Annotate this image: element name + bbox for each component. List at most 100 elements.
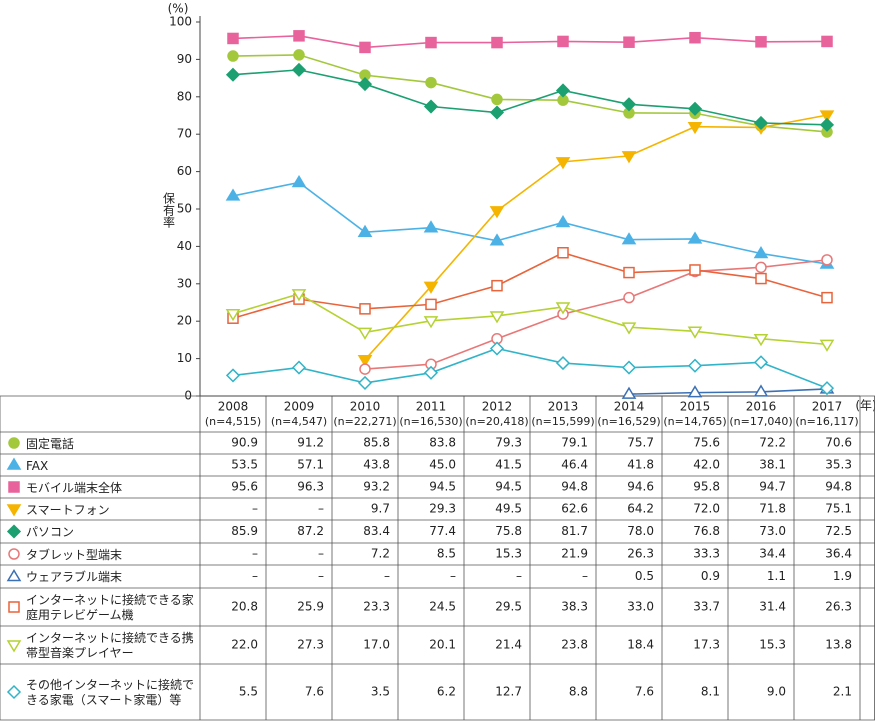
point [687, 326, 703, 339]
legend-label: パソコン [26, 525, 75, 539]
legend-label: インターネットに接続できる家庭用テレビゲーム機 [26, 593, 194, 622]
legend-label: インターネットに接続できる携帯型音楽プレイヤー [26, 631, 194, 660]
value-label: 96.3 [297, 480, 324, 494]
point [8, 601, 20, 613]
series-line [232, 54, 828, 133]
value-label: 24.5 [429, 600, 456, 614]
legend-label: 固定電話 [26, 436, 75, 451]
value-label: 23.3 [363, 600, 390, 614]
value-label: 15.3 [759, 638, 786, 652]
value-label: 41.5 [495, 458, 522, 472]
legend-label-box: モバイル端末全体 [26, 480, 123, 495]
value-label: 41.8 [627, 458, 654, 472]
value-label: 46.4 [561, 458, 588, 472]
value-label: 83.8 [429, 436, 456, 450]
value-label: 91.2 [297, 436, 324, 450]
sample-size: (n=14,765) [663, 415, 726, 428]
y-tick-label: 50 [177, 202, 192, 216]
sample-size: (n=17,040) [729, 415, 792, 428]
value-label: – [318, 502, 324, 516]
value-label: 36.4 [825, 547, 852, 561]
point [821, 254, 833, 266]
value-label: 94.7 [759, 480, 786, 494]
point [425, 36, 437, 49]
legend-label: モバイル端末全体 [26, 480, 123, 495]
point [8, 437, 20, 449]
value-label: 38.1 [759, 458, 786, 472]
point [291, 62, 307, 77]
value-label: 22.0 [231, 638, 258, 652]
point [6, 569, 22, 582]
y-tick-label: 20 [177, 314, 192, 328]
series-line [232, 293, 828, 346]
point [357, 375, 373, 390]
value-label: 78.0 [627, 524, 654, 538]
value-label: 75.6 [693, 436, 720, 450]
point [623, 266, 635, 279]
point [225, 67, 241, 82]
point [753, 246, 769, 259]
point [621, 97, 637, 112]
value-label: 29.5 [495, 600, 522, 614]
y-tick-label: 90 [177, 52, 192, 66]
point [227, 50, 239, 62]
value-label: 31.4 [759, 600, 786, 614]
y-tick-label: 40 [177, 239, 192, 253]
value-label: 26.3 [627, 547, 654, 561]
value-label: 75.1 [825, 502, 852, 516]
value-label: 7.2 [371, 547, 390, 561]
value-label: 21.4 [495, 638, 522, 652]
sample-size: (n=4,547) [271, 415, 327, 428]
point [555, 356, 571, 371]
point [689, 264, 701, 276]
point [557, 247, 569, 259]
legend-label-box: 固定電話 [26, 436, 75, 451]
point [491, 93, 503, 106]
point [291, 360, 307, 375]
x-tick-label: 2010 [350, 400, 381, 414]
point [821, 291, 833, 304]
point [753, 384, 769, 397]
series-line [232, 181, 828, 265]
sample-size: (n=15,599) [531, 415, 594, 428]
value-label: 27.3 [297, 638, 324, 652]
value-label: 57.1 [297, 458, 324, 472]
y-tick-label: 10 [177, 351, 192, 365]
value-label: 72.5 [825, 524, 852, 538]
value-label: 20.8 [231, 600, 258, 614]
legend-label-box: タブレット型端末 [26, 548, 122, 562]
point [491, 279, 503, 292]
value-label: 25.9 [297, 600, 324, 614]
value-label: 18.4 [627, 638, 654, 652]
point [423, 281, 439, 294]
point [291, 289, 307, 302]
y-tick-label: 80 [177, 89, 192, 103]
point [621, 386, 637, 399]
point [423, 316, 439, 329]
legend-label: スマートフォン [26, 502, 110, 517]
point [227, 32, 239, 45]
value-label: – [252, 547, 258, 561]
value-label: 53.5 [231, 458, 258, 472]
value-label: 8.5 [437, 547, 456, 561]
value-label: 9.0 [767, 685, 786, 699]
x-tick-label: 2015 [680, 400, 711, 414]
point [423, 365, 439, 380]
value-label: – [384, 569, 390, 583]
value-label: 0.5 [635, 569, 654, 583]
value-label: 73.0 [759, 524, 786, 538]
point [621, 232, 637, 245]
point [489, 233, 505, 246]
x-unit: (年) [855, 399, 875, 413]
legend-label-box: ウェアラブル端末 [26, 570, 122, 584]
point [687, 385, 703, 398]
value-label: 75.7 [627, 436, 654, 450]
value-label: 45.0 [429, 458, 456, 472]
value-label: – [252, 502, 258, 516]
point [357, 224, 373, 237]
value-label: 94.8 [561, 480, 588, 494]
value-label: 72.0 [693, 502, 720, 516]
value-label: – [450, 569, 456, 583]
x-tick-label: 2011 [416, 400, 447, 414]
value-label: 17.3 [693, 638, 720, 652]
